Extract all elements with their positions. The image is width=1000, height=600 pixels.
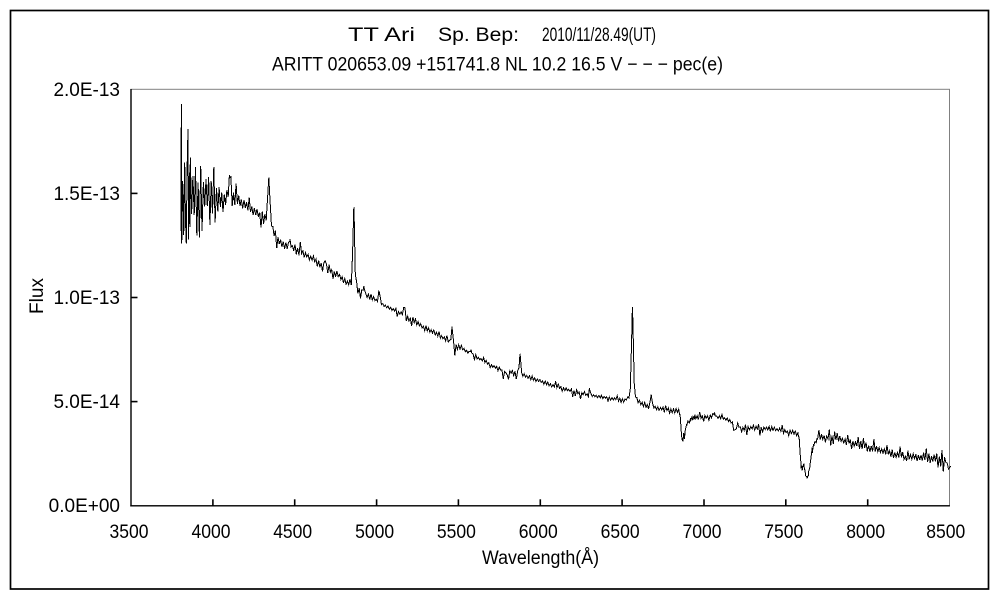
svg-text:2010/11/28.49(UT): 2010/11/28.49(UT) (542, 25, 656, 46)
svg-text:5500: 5500 (437, 522, 476, 543)
svg-text:6000: 6000 (519, 522, 558, 543)
svg-text:2.0E-13: 2.0E-13 (53, 80, 120, 101)
svg-text:4000: 4000 (192, 522, 231, 543)
svg-text:0.0E+00: 0.0E+00 (49, 496, 120, 517)
svg-text:TT Ari: TT Ari (348, 25, 415, 46)
svg-text:Sp. Bep:: Sp. Bep: (438, 25, 519, 46)
svg-text:7500: 7500 (764, 522, 803, 543)
svg-text:ARITT 020653.09 +151741.8 NL 1: ARITT 020653.09 +151741.8 NL 10.2 16.5 V… (272, 55, 723, 76)
svg-text:3500: 3500 (110, 522, 149, 543)
svg-text:8000: 8000 (846, 522, 885, 543)
svg-text:5000: 5000 (355, 522, 394, 543)
svg-text:6500: 6500 (601, 522, 640, 543)
svg-text:7000: 7000 (683, 522, 722, 543)
svg-text:Wavelength(Å): Wavelength(Å) (482, 548, 599, 569)
svg-text:Flux: Flux (27, 278, 48, 314)
svg-text:5.0E-14: 5.0E-14 (53, 392, 120, 413)
svg-text:4500: 4500 (273, 522, 312, 543)
svg-text:1.5E-13: 1.5E-13 (53, 184, 120, 205)
svg-text:1.0E-13: 1.0E-13 (53, 288, 120, 309)
svg-text:8500: 8500 (926, 522, 965, 543)
